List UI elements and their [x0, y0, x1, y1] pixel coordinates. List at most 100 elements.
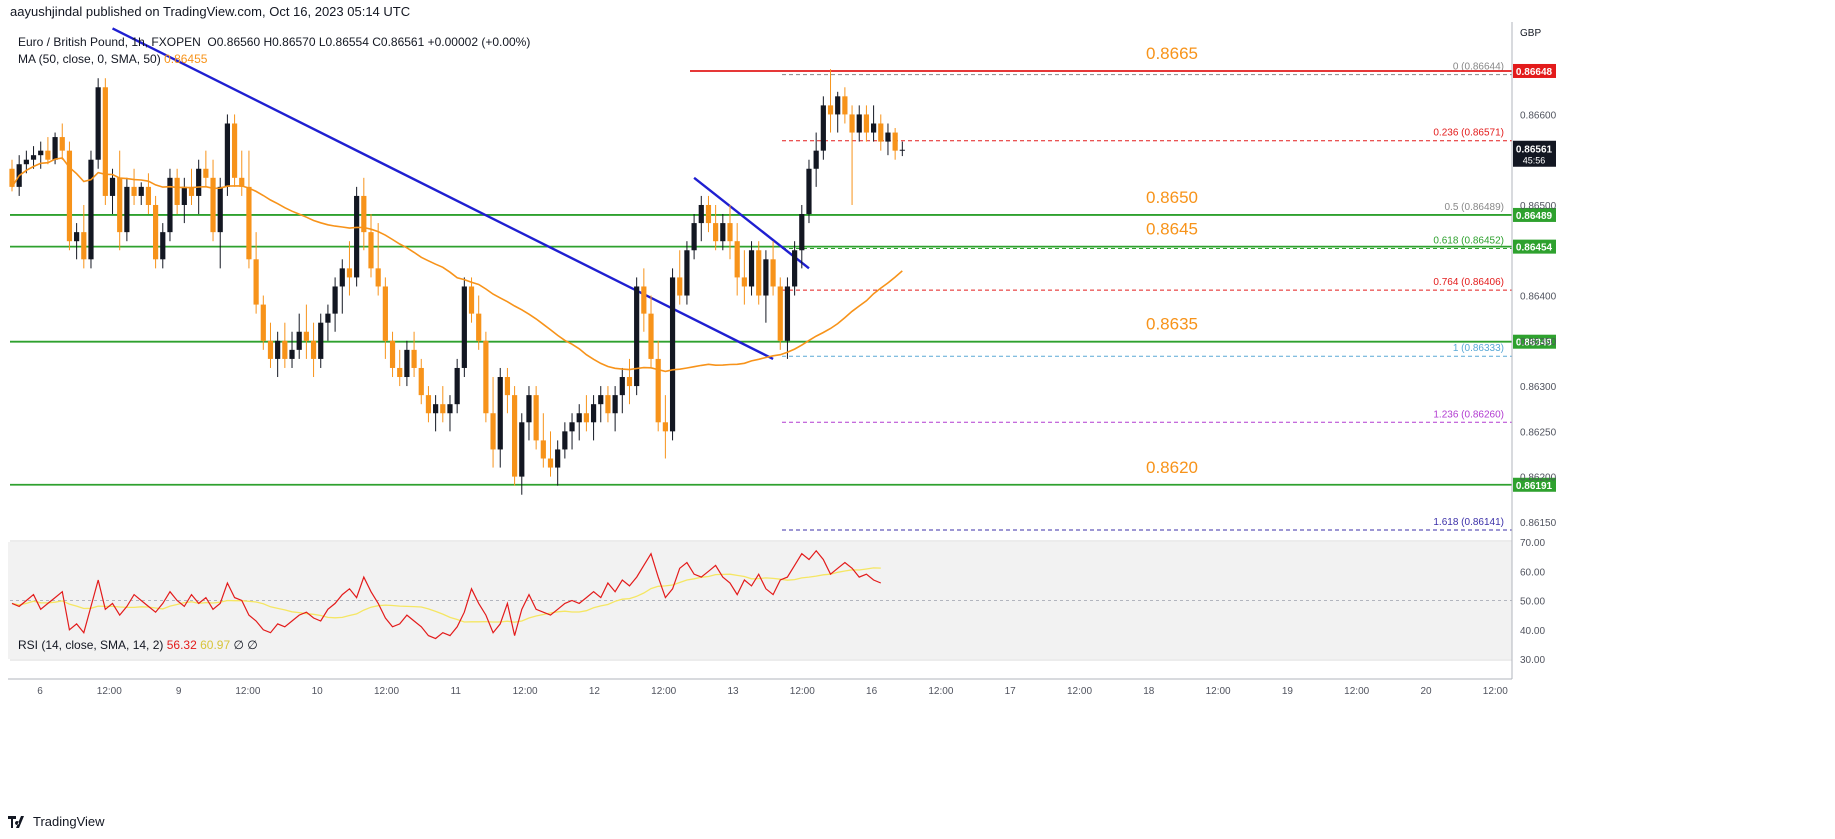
- candle-body: [799, 214, 805, 251]
- time-tick-label: 12:00: [1206, 686, 1231, 697]
- candle-body: [792, 250, 798, 287]
- time-tick-label: 12: [589, 686, 601, 697]
- level-axis-label: 0.86648: [1516, 67, 1553, 78]
- candle-body: [705, 204, 712, 224]
- candle-body: [698, 204, 704, 224]
- candle-body: [784, 286, 791, 341]
- candle-body: [181, 186, 187, 205]
- rsi-tick-label: 70.00: [1520, 538, 1545, 549]
- price-chart[interactable]: 0 (0.86644)0.236 (0.86571)0.5 (0.86489)0…: [0, 22, 1835, 812]
- time-tick-label: 12:00: [928, 686, 953, 697]
- candle-body: [196, 168, 202, 196]
- candle-body: [361, 195, 367, 233]
- candle-body: [38, 150, 44, 156]
- moving-average-line: [11, 157, 903, 373]
- candle-body: [397, 367, 403, 378]
- candle-body: [375, 268, 381, 287]
- time-tick-label: 17: [1005, 686, 1017, 697]
- candle-body: [576, 413, 582, 423]
- candle-body: [856, 114, 862, 133]
- candle-body: [727, 223, 733, 242]
- level-label: 0.8650: [1146, 188, 1198, 207]
- time-tick-label: 12:00: [651, 686, 676, 697]
- candle-body: [461, 286, 467, 368]
- candle-body: [102, 87, 108, 196]
- rsi-extra: ∅ ∅: [233, 638, 258, 652]
- candle-body: [863, 114, 870, 133]
- candle-body: [777, 286, 783, 341]
- symbol-title: Euro / British Pound, 1h, FXOPEN: [18, 35, 201, 49]
- level-axis-label: 0.86489: [1516, 211, 1553, 222]
- price-tick-label: 0.86500: [1520, 201, 1557, 212]
- rsi-tick-label: 40.00: [1520, 626, 1545, 637]
- candle-body: [203, 168, 209, 178]
- candle-body: [275, 340, 281, 359]
- candle-body: [231, 123, 238, 178]
- candle-body: [310, 340, 317, 359]
- candle-body: [454, 367, 460, 405]
- fib-label: 0.236 (0.86571): [1433, 128, 1504, 139]
- rsi-tick-label: 30.00: [1520, 655, 1545, 666]
- candle-body: [583, 413, 589, 423]
- candle-body: [9, 168, 15, 187]
- candle-body: [669, 277, 676, 432]
- candle-body: [483, 340, 489, 414]
- rsi-tick-label: 60.00: [1520, 567, 1545, 578]
- time-tick-label: 12:00: [1067, 686, 1092, 697]
- candle-body: [533, 395, 539, 441]
- candle-body: [303, 331, 309, 341]
- candle-body: [734, 241, 740, 278]
- candle-body: [217, 186, 223, 233]
- candle-body: [346, 268, 353, 278]
- fib-label: 1.236 (0.86260): [1433, 409, 1504, 420]
- candle-body: [713, 223, 719, 242]
- level-axis-label: 0.86454: [1516, 243, 1553, 254]
- bearish-trendline: [111, 27, 774, 360]
- candle-body: [655, 358, 661, 423]
- candle-body: [468, 286, 475, 314]
- level-label: 0.8635: [1146, 315, 1198, 334]
- candle-body: [188, 186, 195, 196]
- bar-countdown: 45:56: [1523, 156, 1546, 166]
- candle-body: [425, 395, 432, 414]
- price-tick-label: 0.86300: [1520, 382, 1557, 393]
- rsi-pane: [10, 549, 1512, 640]
- candle-body: [267, 340, 274, 359]
- symbol-legend: Euro / British Pound, 1h, FXOPEN O0.8656…: [18, 35, 530, 49]
- rsi-line: [11, 549, 882, 640]
- candle-body: [512, 395, 518, 477]
- ma-label: MA (50, close, 0, SMA, 50): [18, 52, 161, 66]
- candle-body: [555, 449, 561, 468]
- time-tick-label: 12:00: [790, 686, 815, 697]
- price-tick-label: 0.86350: [1520, 337, 1557, 348]
- fib-label: 1.618 (0.86141): [1433, 517, 1504, 528]
- candle-body: [145, 186, 152, 205]
- candle-body: [720, 223, 726, 242]
- current-price-tag: [1513, 140, 1556, 167]
- candle-body: [260, 304, 266, 341]
- publisher-credit: aayushjindal published on TradingView.co…: [10, 4, 411, 19]
- candle-body: [612, 395, 618, 414]
- candle-body: [626, 377, 633, 387]
- level-label: 0.8665: [1146, 44, 1198, 63]
- candle-body: [418, 367, 424, 396]
- level-axis-tag: [1513, 63, 1556, 78]
- price-tick-label: 0.86600: [1520, 110, 1557, 121]
- candle-body: [23, 159, 29, 165]
- level-label: 0.8645: [1146, 220, 1198, 239]
- time-tick-label: 11: [451, 686, 462, 697]
- fibonacci-levels: 0 (0.86644) 0.236 (0.86571) 0.5 (0.86489) 0…: [782, 62, 1512, 531]
- candle-body: [447, 404, 453, 414]
- candle-body: [899, 149, 905, 151]
- candle-body: [289, 349, 295, 359]
- candle-body: [332, 286, 338, 314]
- candle-body: [109, 177, 116, 196]
- candle-body: [117, 177, 123, 233]
- candle-body: [756, 250, 762, 296]
- footer-brand[interactable]: TradingView: [8, 814, 105, 829]
- support-resistance-levels: 0.8665 0.86648 0.8650 0.86489 0.8645 0.86454 0…: [10, 44, 1556, 492]
- level-axis-label: 0.86191: [1516, 481, 1553, 492]
- candle-body: [842, 96, 848, 115]
- candle-body: [827, 105, 834, 115]
- tradingview-logo-icon: [8, 815, 28, 828]
